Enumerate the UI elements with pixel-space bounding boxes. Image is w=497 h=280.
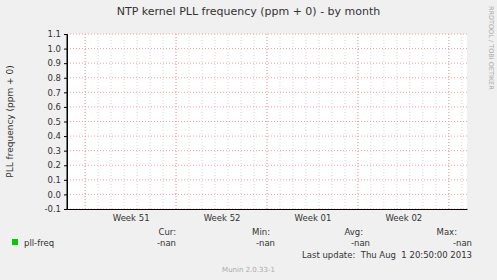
y-tick: 0.8 xyxy=(47,73,67,83)
x-minor-grid xyxy=(189,34,190,209)
plot-frame xyxy=(67,34,68,209)
y-axis: -0.1 0.0 0.1 0.2 0.3 0.4 0.5 0.6 0.7 0.8 0.9 1.0 1.1 xyxy=(44,29,67,214)
chart: NTP kernel PLL frequency (ppm + 0) - by … xyxy=(0,0,497,280)
x-tick-label: Week 51 xyxy=(113,213,150,223)
legend-label: pll-freq xyxy=(24,238,54,248)
y-tick-label: 1.0 xyxy=(47,44,61,54)
y-tick: 0.1 xyxy=(47,175,67,185)
y-tick-label: -0.1 xyxy=(44,204,61,214)
x-tick: Week 01 xyxy=(295,213,332,223)
y-grid xyxy=(67,92,467,93)
x-minor-grid xyxy=(150,34,151,209)
y-tick: -0.1 xyxy=(44,204,67,214)
x-tick: Week 52 xyxy=(204,213,241,223)
generator: Munin 2.0.33-1 xyxy=(222,266,275,274)
title: NTP kernel PLL frequency (ppm + 0) - by … xyxy=(117,5,381,18)
x-minor-grid xyxy=(461,34,462,209)
y-tick-label: 0.9 xyxy=(47,58,61,68)
y-tick: 0.4 xyxy=(47,131,67,141)
y-grid xyxy=(67,106,467,107)
y-tick-label: 0.0 xyxy=(47,190,61,200)
y-tick: 0.2 xyxy=(47,160,67,170)
y-tick-label: 0.1 xyxy=(47,175,61,185)
background xyxy=(0,0,497,280)
plot-area xyxy=(67,34,467,209)
x-minor-grid xyxy=(422,34,423,209)
y-tick-label: 0.2 xyxy=(47,160,61,170)
x-minor-grid xyxy=(228,34,229,209)
y-tick-label: 0.8 xyxy=(47,73,61,83)
y-tick-mark xyxy=(64,209,67,210)
last-update: Last update: Thu Aug 1 20:50:00 2013 xyxy=(302,250,472,260)
y-tick: 1.0 xyxy=(47,44,67,54)
x-axis-line xyxy=(68,209,468,210)
watermark: RRDTOOL / TOBI OETIKER xyxy=(487,6,495,90)
x-minor-grid xyxy=(344,34,345,209)
y-tick: 0.9 xyxy=(47,58,67,68)
y-grid xyxy=(67,77,467,78)
stat-value: -nan xyxy=(351,238,370,248)
y-tick: 0.5 xyxy=(47,117,67,127)
legend: Cur: Min: Avg: Max: pll-freq -nan -nan -nan -nan xyxy=(12,227,472,248)
y-grid xyxy=(67,194,467,195)
y-tick: 0.6 xyxy=(47,102,67,112)
x-grid xyxy=(267,34,268,209)
stat-header: Cur: xyxy=(158,227,176,237)
stat-header: Avg: xyxy=(344,227,363,237)
x-axis: Week 51 Week 52 Week 01 Week 02 xyxy=(68,210,468,224)
y-grid xyxy=(67,136,467,137)
y-axis-title: PLL frequency (ppm + 0) xyxy=(5,65,15,178)
y-tick-label: 0.7 xyxy=(47,88,61,98)
y-tick-label: 0.4 xyxy=(47,131,61,141)
y-grid xyxy=(67,63,467,64)
y-tick: 1.1 xyxy=(47,29,67,39)
x-minor-grid xyxy=(111,34,112,209)
stat-value: -nan xyxy=(256,238,275,248)
x-tick-label: Week 01 xyxy=(295,213,332,223)
x-minor-grid xyxy=(383,34,384,209)
x-tick: Week 51 xyxy=(113,213,150,223)
y-tick-label: 0.3 xyxy=(47,146,61,156)
y-tick: 0.3 xyxy=(47,146,67,156)
y-axis-line xyxy=(64,35,68,210)
y-grid xyxy=(67,121,467,122)
x-tick-label: Week 02 xyxy=(385,213,422,223)
grid xyxy=(67,34,467,209)
y-tick-label: 0.5 xyxy=(47,117,61,127)
stat-header: Max: xyxy=(437,227,457,237)
y-tick-label: 0.6 xyxy=(47,102,61,112)
x-minor-grid xyxy=(305,34,306,209)
legend-swatch xyxy=(12,239,18,245)
y-grid xyxy=(67,209,467,210)
y-grid xyxy=(67,34,467,35)
stat-value: -nan xyxy=(453,238,472,248)
x-minor-grid xyxy=(267,34,268,209)
stat-header: Min: xyxy=(252,227,270,237)
x-tick-label: Week 52 xyxy=(204,213,241,223)
y-grid xyxy=(67,179,467,180)
y-grid xyxy=(67,165,467,166)
y-grid xyxy=(67,48,467,49)
y-tick: 0.7 xyxy=(47,88,67,98)
y-grid xyxy=(67,150,467,151)
stat-value: -nan xyxy=(157,238,176,248)
y-tick-label: 1.1 xyxy=(47,29,61,39)
x-tick: Week 02 xyxy=(385,213,422,223)
y-tick: 0.0 xyxy=(47,190,67,200)
